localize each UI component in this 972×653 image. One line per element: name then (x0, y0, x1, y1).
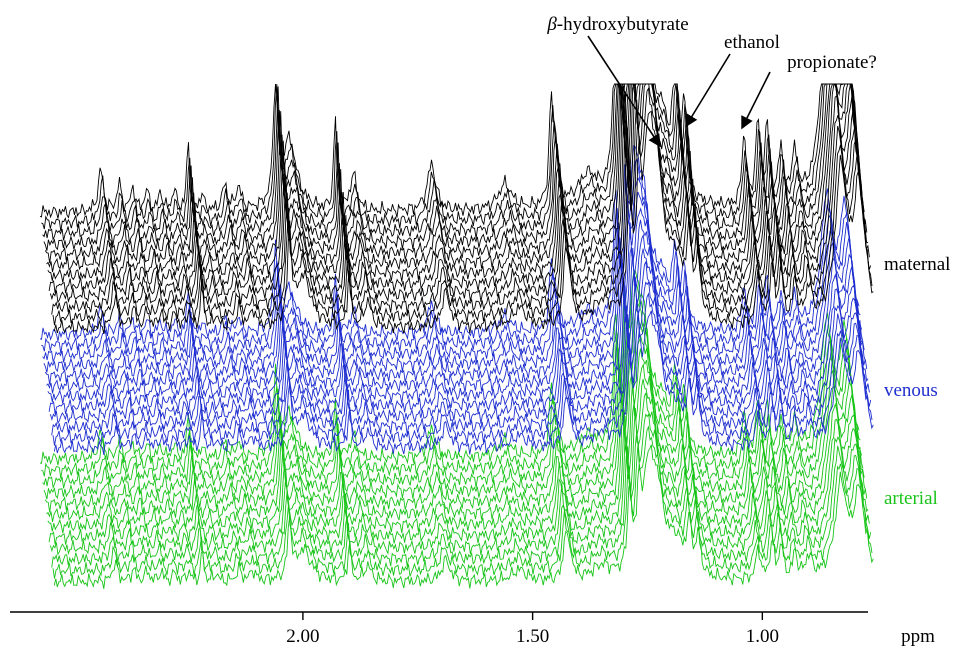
annotation-prefix: β (546, 14, 557, 35)
spectrum-trace-arterial (47, 363, 868, 534)
spectrum-trace-venous (44, 207, 865, 385)
annotation-arrow (685, 53, 731, 128)
annotation-label: propionate? (787, 52, 877, 73)
spectrum-trace-venous (49, 261, 870, 425)
spectrum-trace-arterial (42, 302, 863, 490)
spectrum-trace-venous (47, 233, 868, 404)
annotation-label: β-hydroxybutyrate (546, 14, 688, 35)
spectrum-trace-arterial (44, 334, 865, 513)
spectrum-trace-arterial (52, 425, 873, 579)
annotation-label: ethanol (724, 32, 780, 53)
spectrum-trace-maternal (52, 86, 873, 326)
series-venous (39, 145, 874, 455)
series-labels: maternal venous arterial (884, 254, 950, 509)
spectrum-trace-maternal (47, 83, 868, 283)
spectrum-trace-arterial (53, 444, 874, 589)
spectrum-trace-maternal (46, 83, 866, 272)
spectrum-trace-maternal (44, 83, 865, 264)
spectrum-trace-maternal (53, 110, 874, 334)
spectrum-trace-arterial (43, 318, 864, 500)
spectrum-trace-venous (52, 292, 873, 446)
series-maternal (39, 83, 874, 334)
x-axis-label: ppm (901, 626, 935, 647)
annotation-arrow (741, 71, 771, 130)
spectrum-trace-venous (48, 248, 869, 415)
series-label-maternal: maternal (884, 254, 950, 275)
spectrum-trace-maternal (43, 83, 864, 251)
annotations: β-hydroxybutyrate ethanol propionate? (546, 14, 877, 148)
spectrum-trace-venous (41, 158, 861, 354)
spectrum-trace-venous (43, 191, 864, 373)
x-tick-label: 2.00 (286, 626, 319, 647)
annotation-suffix: -hydroxybutyrate (557, 14, 689, 35)
spectrum-trace-venous (46, 219, 866, 394)
spectrum-trace-maternal (42, 83, 863, 242)
spectrum-trace-arterial (51, 412, 872, 568)
spectrum-trace-maternal (39, 83, 860, 219)
series-label-arterial: arterial (884, 488, 938, 509)
spectrum-trace-venous (51, 280, 872, 436)
spectrum-trace-venous (42, 176, 863, 364)
spectra-layer (39, 83, 874, 589)
spectrum-trace-arterial (41, 283, 861, 479)
spectrum-trace-arterial (46, 348, 866, 522)
series-label-venous: venous (884, 380, 938, 401)
x-tick-label: 1.50 (516, 626, 549, 647)
spectrum-trace-venous (53, 310, 874, 455)
x-tick-label: 1.00 (746, 626, 779, 647)
spectrum-trace-arterial (48, 379, 869, 545)
spectrum-trace-maternal (49, 83, 870, 304)
annotation-arrow (587, 35, 661, 148)
spectrum-trace-arterial (49, 392, 870, 556)
x-axis-ticks: 2.00 1.50 1.00 (286, 612, 779, 647)
spectrum-trace-maternal (41, 83, 861, 232)
